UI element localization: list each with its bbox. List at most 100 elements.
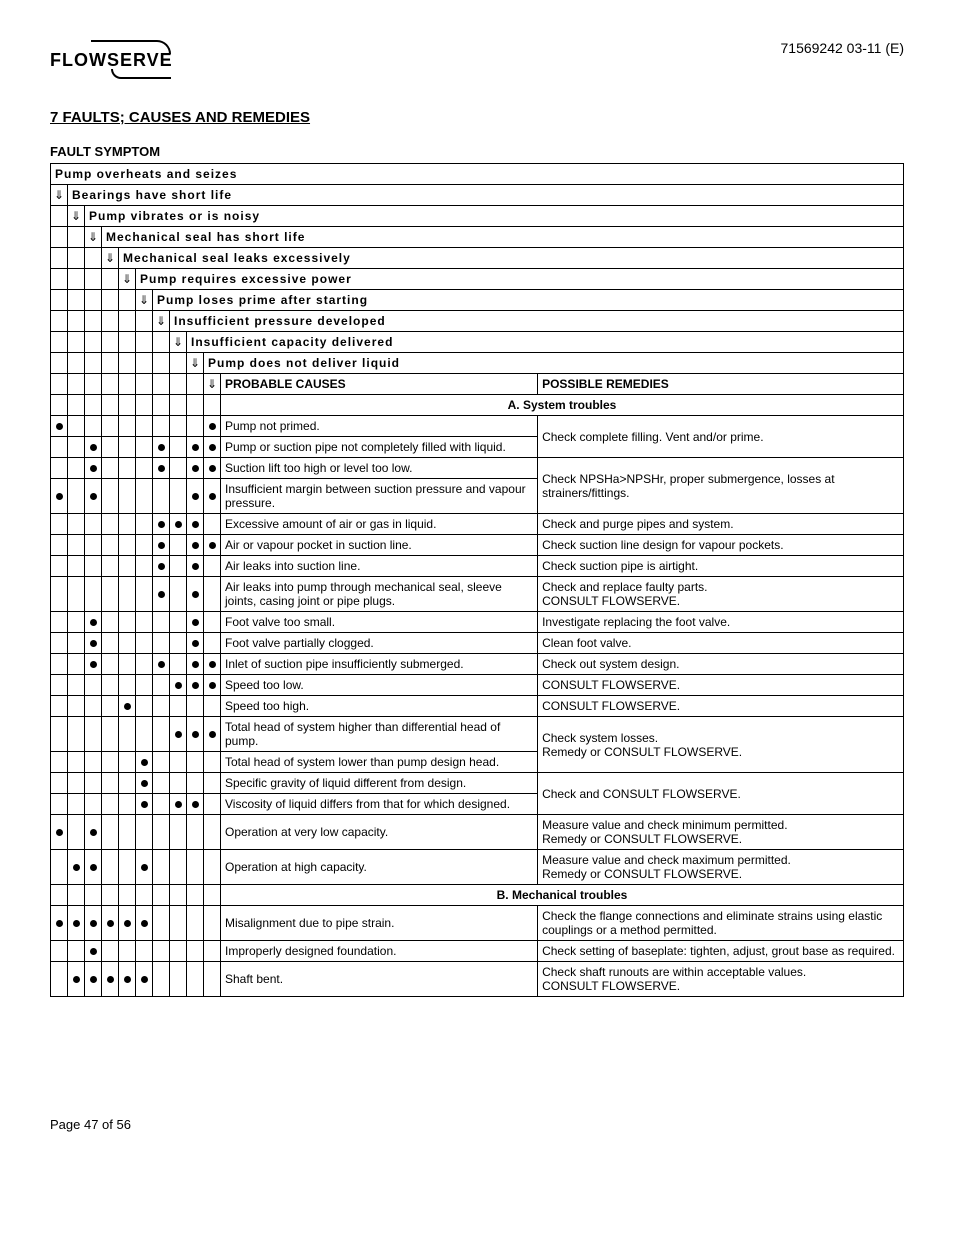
category-header: B. Mechanical troubles — [221, 885, 904, 906]
remedy-cell: Check out system design. — [538, 654, 904, 675]
dot-marker — [153, 556, 170, 577]
cause-cell: Operation at very low capacity. — [221, 815, 538, 850]
cause-cell: Misalignment due to pipe strain. — [221, 906, 538, 941]
symptom-row: ⇓Pump requires excessive power — [51, 269, 904, 290]
dot-marker — [153, 458, 170, 479]
remedy-cell: Measure value and check maximum permitte… — [538, 850, 904, 885]
symptom-label: Mechanical seal leaks excessively — [119, 248, 904, 269]
symptom-row: ⇓Mechanical seal has short life — [51, 227, 904, 248]
dot-marker — [51, 815, 68, 850]
cause-cell: Air leaks into suction line. — [221, 556, 538, 577]
cause-cell: Viscosity of liquid differs from that fo… — [221, 794, 538, 815]
symptom-label: Mechanical seal has short life — [102, 227, 904, 248]
fault-table: Pump overheats and seizes⇓Bearings have … — [50, 163, 904, 997]
dot-marker — [51, 479, 68, 514]
cause-cell: Pump or suction pipe not completely fill… — [221, 437, 538, 458]
dot-marker — [187, 654, 204, 675]
symptom-row: ⇓Insufficient pressure developed — [51, 311, 904, 332]
remedy-cell: Measure value and check minimum permitte… — [538, 815, 904, 850]
remedy-cell: Check NPSHa>NPSHr, proper submergence, l… — [538, 458, 904, 514]
dot-marker — [204, 416, 221, 437]
data-row: Total head of system higher than differe… — [51, 717, 904, 752]
data-row: Air or vapour pocket in suction line.Che… — [51, 535, 904, 556]
dot-marker — [102, 906, 119, 941]
dot-marker — [85, 479, 102, 514]
dot-marker — [85, 612, 102, 633]
category-header: A. System troubles — [221, 395, 904, 416]
cause-cell: Excessive amount of air or gas in liquid… — [221, 514, 538, 535]
cause-cell: Specific gravity of liquid different fro… — [221, 773, 538, 794]
dot-marker — [85, 633, 102, 654]
dot-marker — [85, 458, 102, 479]
logo-text: FLOWSERVE — [50, 50, 173, 71]
subsection-title: FAULT SYMPTOM — [50, 144, 904, 159]
dot-marker — [187, 612, 204, 633]
dot-marker — [187, 675, 204, 696]
data-row: Specific gravity of liquid different fro… — [51, 773, 904, 794]
cause-cell: Operation at high capacity. — [221, 850, 538, 885]
data-row: Foot valve partially clogged.Clean foot … — [51, 633, 904, 654]
dot-marker — [85, 850, 102, 885]
symptom-row: ⇓Pump loses prime after starting — [51, 290, 904, 311]
data-row: Operation at high capacity.Measure value… — [51, 850, 904, 885]
data-row: Operation at very low capacity.Measure v… — [51, 815, 904, 850]
page-footer: Page 47 of 56 — [50, 1117, 904, 1132]
cause-cell: Improperly designed foundation. — [221, 941, 538, 962]
dot-marker — [153, 577, 170, 612]
dot-marker — [68, 962, 85, 997]
column-header-row: ⇓PROBABLE CAUSESPOSSIBLE REMEDIES — [51, 374, 904, 395]
arrow-icon: ⇓ — [102, 248, 119, 269]
dot-marker — [68, 906, 85, 941]
cause-cell: Speed too low. — [221, 675, 538, 696]
cause-cell: Air leaks into pump through mechanical s… — [221, 577, 538, 612]
dot-marker — [187, 633, 204, 654]
dot-marker — [187, 514, 204, 535]
remedy-cell: Check system losses.Remedy or CONSULT FL… — [538, 717, 904, 773]
dot-marker — [187, 479, 204, 514]
arrow-icon: ⇓ — [204, 374, 221, 395]
dot-marker — [204, 654, 221, 675]
dot-marker — [136, 773, 153, 794]
dot-marker — [136, 962, 153, 997]
dot-marker — [85, 437, 102, 458]
dot-marker — [204, 437, 221, 458]
cause-cell: Insufficient margin between suction pres… — [221, 479, 538, 514]
dot-marker — [68, 850, 85, 885]
causes-header: PROBABLE CAUSES — [221, 374, 538, 395]
arrow-icon: ⇓ — [170, 332, 187, 353]
dot-marker — [85, 962, 102, 997]
arrow-icon: ⇓ — [119, 269, 136, 290]
dot-marker — [170, 675, 187, 696]
remedy-cell: Investigate replacing the foot valve. — [538, 612, 904, 633]
cause-cell: Foot valve partially clogged. — [221, 633, 538, 654]
dot-marker — [187, 717, 204, 752]
symptom-row: ⇓Bearings have short life — [51, 185, 904, 206]
dot-marker — [51, 416, 68, 437]
remedy-cell: Clean foot valve. — [538, 633, 904, 654]
dot-marker — [85, 654, 102, 675]
arrow-icon: ⇓ — [85, 227, 102, 248]
cause-cell: Shaft bent. — [221, 962, 538, 997]
symptom-label: Pump vibrates or is noisy — [85, 206, 904, 227]
remedy-cell: CONSULT FLOWSERVE. — [538, 696, 904, 717]
dot-marker — [85, 941, 102, 962]
symptom-label: Pump requires excessive power — [136, 269, 904, 290]
dot-marker — [85, 815, 102, 850]
cause-cell: Total head of system lower than pump des… — [221, 752, 538, 773]
cause-cell: Pump not primed. — [221, 416, 538, 437]
arrow-icon: ⇓ — [187, 353, 204, 374]
data-row: Excessive amount of air or gas in liquid… — [51, 514, 904, 535]
dot-marker — [136, 794, 153, 815]
arrow-icon: ⇓ — [136, 290, 153, 311]
dot-marker — [102, 962, 119, 997]
dot-marker — [170, 794, 187, 815]
dot-marker — [119, 962, 136, 997]
dot-marker — [153, 654, 170, 675]
symptom-label: Pump loses prime after starting — [153, 290, 904, 311]
category-row: A. System troubles — [51, 395, 904, 416]
data-row: Speed too low.CONSULT FLOWSERVE. — [51, 675, 904, 696]
dot-marker — [170, 514, 187, 535]
cause-cell: Suction lift too high or level too low. — [221, 458, 538, 479]
dot-marker — [187, 556, 204, 577]
cause-cell: Inlet of suction pipe insufficiently sub… — [221, 654, 538, 675]
